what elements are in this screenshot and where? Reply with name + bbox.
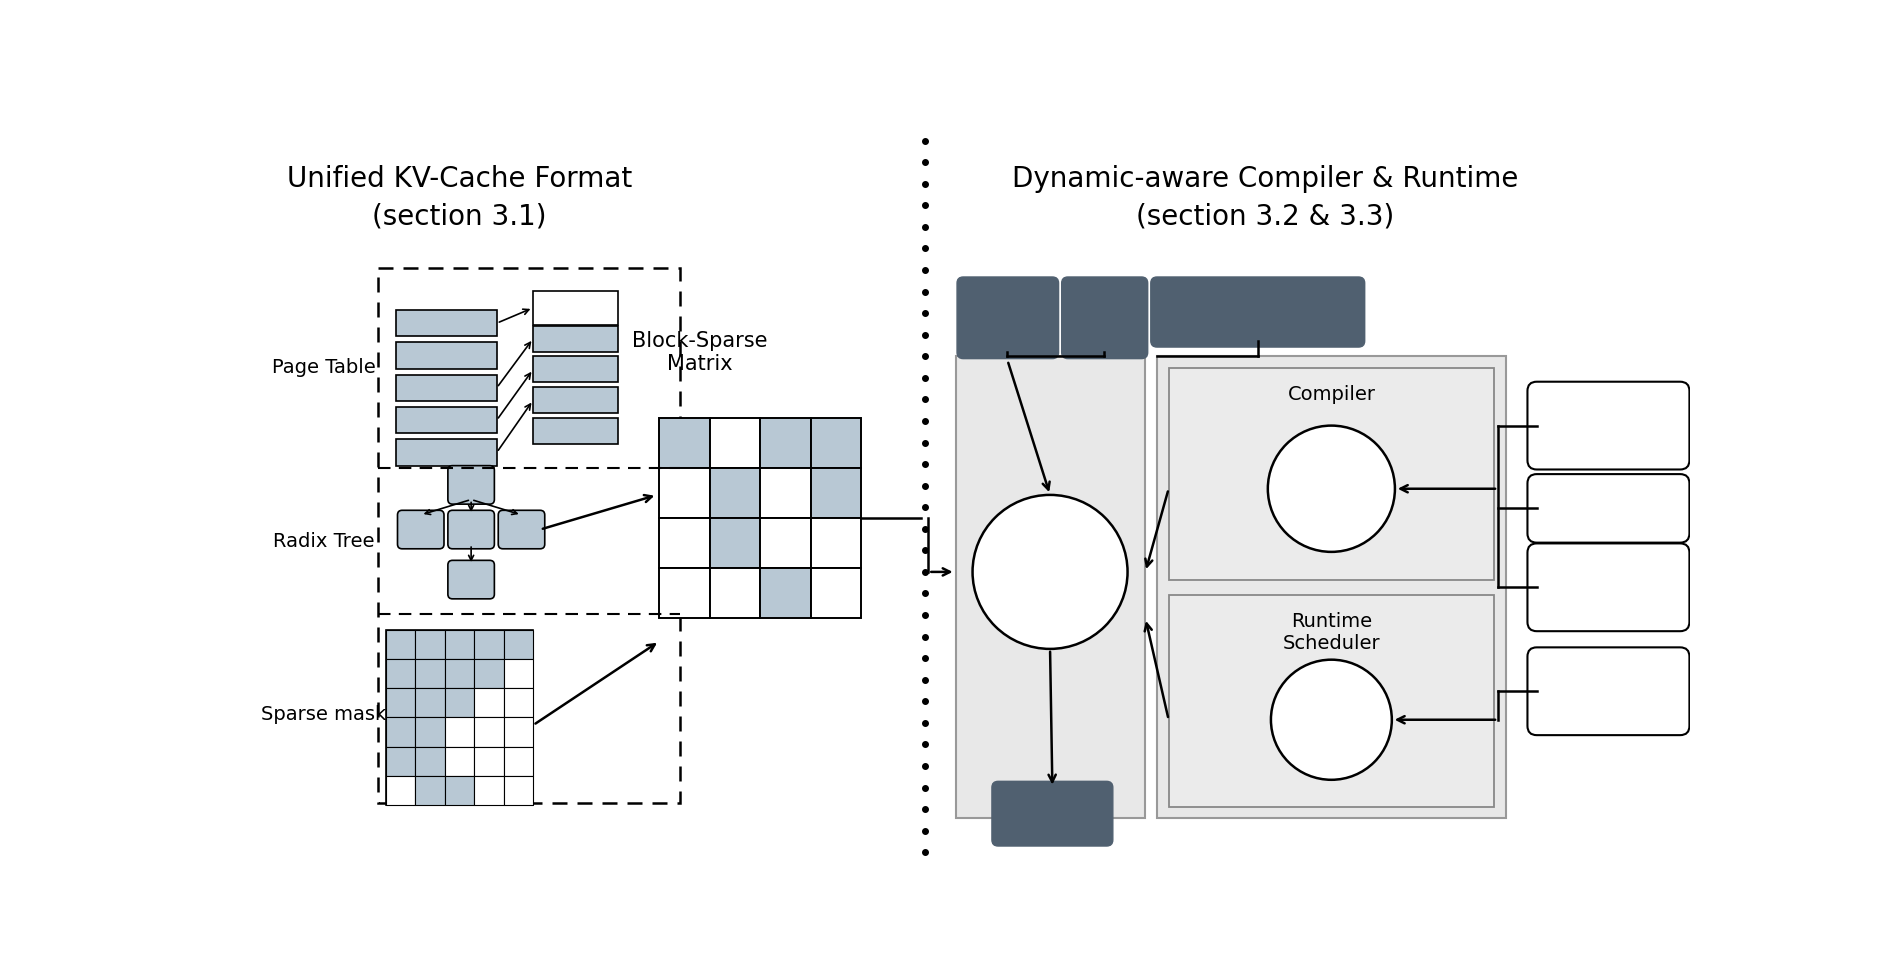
Bar (533, 417, 618, 444)
Bar (533, 325, 618, 352)
Text: Output: Output (1022, 805, 1084, 822)
FancyBboxPatch shape (992, 781, 1114, 846)
Text: Compiler: Compiler (1288, 385, 1375, 404)
Bar (503, 659, 533, 688)
Text: Radix Tree: Radix Tree (272, 531, 374, 551)
Bar (415, 630, 445, 659)
Bar (475, 717, 503, 747)
Bar (761, 568, 811, 618)
Bar (475, 747, 503, 776)
Bar (761, 518, 811, 568)
Bar (503, 776, 533, 806)
Bar (396, 439, 496, 466)
Bar (659, 568, 710, 618)
Bar (956, 357, 1146, 818)
Bar (377, 268, 680, 803)
Bar (445, 688, 475, 717)
Text: Runtime
Scheduler: Runtime Scheduler (1283, 612, 1380, 653)
Bar (503, 688, 533, 717)
Bar (710, 568, 761, 618)
Text: Block-Sparse
Matrix: Block-Sparse Matrix (633, 331, 768, 374)
Bar (503, 747, 533, 776)
Bar (659, 417, 710, 468)
Bar (811, 417, 860, 468)
Bar (396, 407, 496, 433)
Bar (533, 291, 618, 325)
Text: Attention Variant
Specification: Attention Variant Specification (1544, 410, 1673, 442)
Bar (385, 717, 415, 747)
Bar (1168, 368, 1495, 579)
FancyBboxPatch shape (447, 466, 494, 504)
Bar (415, 659, 445, 688)
Bar (811, 468, 860, 518)
Bar (811, 568, 860, 618)
Bar (710, 518, 761, 568)
Bar (396, 374, 496, 401)
Bar (415, 747, 445, 776)
Text: JIT
Compiler: JIT Compiler (1294, 469, 1369, 509)
Circle shape (1268, 425, 1395, 552)
Bar (385, 688, 415, 717)
Bar (475, 659, 503, 688)
Bar (385, 659, 415, 688)
Text: Load-
balancing
Scheduler: Load- balancing Scheduler (1292, 695, 1369, 745)
FancyBboxPatch shape (498, 511, 545, 549)
FancyBboxPatch shape (1061, 277, 1147, 359)
Bar (503, 717, 533, 747)
Bar (475, 630, 503, 659)
FancyBboxPatch shape (1527, 474, 1690, 543)
Bar (445, 659, 475, 688)
Text: Dynamic-aware Compiler & Runtime
(section 3.2 & 3.3): Dynamic-aware Compiler & Runtime (sectio… (1012, 166, 1519, 230)
Bar (475, 688, 503, 717)
FancyBboxPatch shape (1151, 277, 1365, 347)
Bar (761, 468, 811, 518)
Circle shape (1271, 660, 1392, 780)
Bar (533, 357, 618, 382)
Bar (659, 468, 710, 518)
Text: Workspace Buffer: Workspace Buffer (1178, 303, 1337, 321)
Bar (445, 717, 475, 747)
Bar (1157, 357, 1506, 818)
Bar (1168, 595, 1495, 807)
Bar (533, 387, 618, 414)
Bar (385, 776, 415, 806)
Bar (385, 630, 415, 659)
FancyBboxPatch shape (1527, 382, 1690, 469)
Text: Query: Query (1080, 309, 1131, 326)
FancyBboxPatch shape (1527, 648, 1690, 735)
Bar (415, 717, 445, 747)
Text: KV-Cache layout
specification: KV-Cache layout specification (1546, 571, 1671, 604)
Bar (503, 630, 533, 659)
Bar (396, 310, 496, 336)
Text: Page Table: Page Table (272, 359, 376, 377)
Bar (761, 417, 811, 468)
Bar (710, 468, 761, 518)
Bar (811, 518, 860, 568)
Bar (415, 688, 445, 717)
Bar (445, 776, 475, 806)
Bar (659, 518, 710, 568)
FancyBboxPatch shape (447, 511, 494, 549)
Text: Sequence length
information: Sequence length information (1544, 675, 1673, 708)
Bar (385, 630, 533, 806)
Bar (415, 776, 445, 806)
Text: KV-
Cache: KV- Cache (982, 298, 1033, 337)
FancyBboxPatch shape (958, 277, 1059, 359)
Bar (396, 342, 496, 368)
FancyBboxPatch shape (447, 561, 494, 599)
Text: Unified KV-Cache Format
(section 3.1): Unified KV-Cache Format (section 3.1) (287, 166, 633, 230)
Bar (445, 747, 475, 776)
Text: Task Information: Task Information (1546, 501, 1671, 515)
Text: Sparse mask: Sparse mask (261, 705, 387, 724)
FancyBboxPatch shape (1527, 544, 1690, 631)
FancyBboxPatch shape (398, 511, 443, 549)
Text: Attention
Kernel: Attention Kernel (1008, 553, 1091, 591)
Bar (475, 776, 503, 806)
Bar (710, 417, 761, 468)
Bar (385, 747, 415, 776)
Bar (445, 630, 475, 659)
Circle shape (973, 495, 1127, 649)
